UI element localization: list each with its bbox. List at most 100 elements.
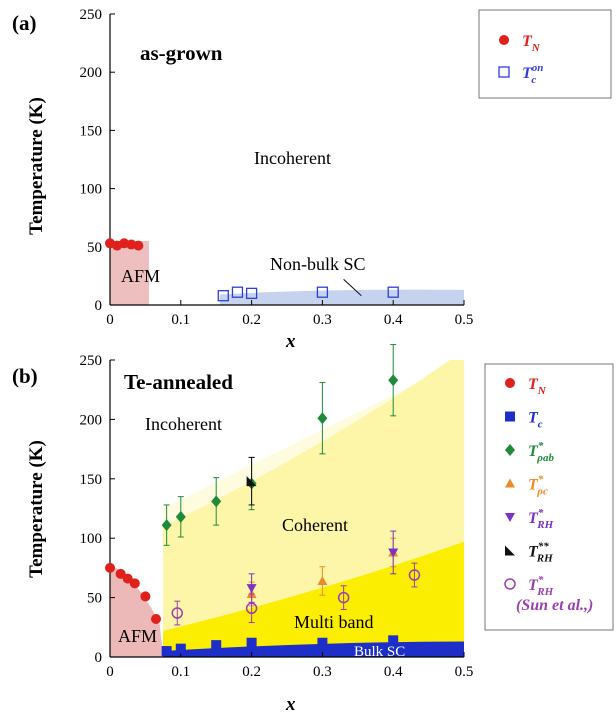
non-bulk-sc-region [219, 289, 464, 305]
data-point-Tc [175, 643, 186, 654]
data-point-TN [151, 613, 162, 624]
coherent-label: Coherent [282, 515, 348, 535]
data-point-T*rho_ab [388, 374, 399, 387]
x-tick-label: 0.4 [384, 664, 403, 680]
y-tick-label: 50 [87, 591, 102, 607]
legend-marker [504, 578, 516, 590]
bulk-sc-label: Bulk SC [354, 644, 405, 660]
legend-entry: T* RH [505, 507, 554, 531]
data-point-T*RH_Sun [408, 569, 421, 581]
x-tick-label: 0.5 [455, 312, 474, 328]
data-point-T**RH [246, 476, 257, 487]
y-tick-label: 50 [87, 240, 102, 256]
y-tick-label: 0 [95, 298, 103, 314]
data-point-Tc [388, 635, 399, 646]
bulk-sc-region [163, 641, 464, 657]
legend-label: TN [528, 376, 547, 397]
data-point-Tc_on [231, 286, 244, 298]
legend-label: T* RH [528, 507, 554, 531]
error-bar [248, 593, 255, 624]
legend-marker [505, 411, 515, 422]
legend-entry: T** RH [505, 541, 553, 565]
legend-entry: Tc [505, 410, 543, 431]
legend-note: (Sun et al.,) [516, 597, 593, 614]
data-point-Tc [211, 640, 222, 651]
data-point-Tc [161, 646, 172, 657]
data-point-T*rho_ab [161, 519, 172, 532]
data-point-TN [129, 578, 140, 589]
incoherent-label-b: Incoherent [145, 414, 222, 434]
legend-label: TN [522, 33, 541, 54]
multi-band-region [163, 541, 464, 657]
data-point-T*rho_ab [175, 510, 186, 523]
x-tick-label: 0.4 [384, 312, 403, 328]
non-bulk-sc-pointer [343, 279, 362, 297]
x-tick-label: 0.1 [171, 312, 190, 328]
x-tick-label: 0.3 [313, 312, 332, 328]
data-point-Tc_on [217, 290, 229, 302]
multi-band-label: Multi band [294, 612, 374, 632]
legend-label: Ton c [522, 62, 543, 86]
y-axis-label-a: Temperature (K) [26, 97, 47, 235]
axes-b: 0 0.1 0.2 0.3 0.4 0.5 0 50 100 150 200 250 [80, 353, 474, 680]
afm-region [110, 240, 149, 305]
data-point-T*RH_Sun [245, 602, 258, 615]
legend-marker [505, 478, 515, 488]
x-tick-label: 0.5 [455, 664, 474, 680]
data-point-Tc [317, 637, 328, 648]
afm-region-b [110, 564, 164, 657]
data-point-Tc [246, 637, 257, 648]
panel-b: (b) 0 0.1 0.2 0.3 0.4 0.5 0 50 100 150 200 250 Te-a… [12, 344, 614, 715]
data-marks-a [105, 238, 399, 302]
legend-entry: Ton c [498, 62, 543, 86]
data-point-Tc_on [316, 286, 329, 298]
x-axis-label-a: x [285, 331, 296, 352]
data-point-T*rho_ab [211, 495, 222, 508]
data-point-T*rho_ab [317, 412, 328, 425]
data-point-T*RH [246, 584, 257, 594]
legend-label: T* RH [528, 574, 554, 598]
data-point-T*RH_Sun [171, 607, 184, 619]
y-tick-label: 150 [80, 472, 103, 488]
legend-marker [499, 35, 509, 45]
data-point-T*RH_Sun [337, 591, 350, 604]
data-point-TN [122, 573, 133, 584]
y-tick-label: 250 [80, 353, 103, 369]
legend-marker [505, 378, 515, 388]
error-bar [340, 585, 347, 610]
data-point-T*RH [388, 548, 399, 558]
x-tick-label: 0.3 [313, 664, 332, 680]
x-tick-label: 0.2 [242, 312, 261, 328]
legend-b [484, 363, 614, 631]
data-point-TN [133, 240, 144, 251]
legend-label: T* ρab [528, 440, 554, 464]
y-tick-label: 200 [80, 65, 103, 81]
y-tick-label: 100 [80, 531, 103, 547]
non-bulk-sc-label: Non-bulk SC [270, 254, 366, 274]
error-bar [411, 562, 418, 588]
legend-entry: T* ρc [505, 474, 548, 498]
y-tick-label: 200 [80, 412, 103, 428]
x-tick-label: 0.2 [242, 664, 261, 680]
x-axis-label-b: x [285, 694, 296, 715]
afm-label-b: AFM [118, 626, 157, 646]
y-tick-label: 250 [80, 7, 103, 23]
legend-marker [505, 513, 515, 522]
y-axis-label-b: Temperature (K) [26, 440, 47, 578]
legend-label: T** RH [528, 541, 553, 565]
panel-label-b: (b) [12, 364, 38, 388]
afm-label-a: AFM [121, 266, 160, 286]
data-marks-b [105, 344, 421, 657]
legend-entry: T* RH(Sun et al.,) [504, 574, 593, 614]
legend-entry: T* ρab [505, 440, 554, 464]
legend-marker [498, 66, 510, 78]
x-tick-label: 0.1 [171, 664, 190, 680]
data-point-TN [105, 562, 115, 573]
incoherent-label-a: Incoherent [254, 148, 331, 168]
legend-entry: TN [499, 33, 541, 54]
legend-entries-a: TN Ton c [498, 33, 543, 86]
legend-entry: TN [505, 376, 547, 397]
legend-label: Tc [528, 410, 543, 431]
annotation-title-b: Te-annealed [124, 370, 233, 394]
